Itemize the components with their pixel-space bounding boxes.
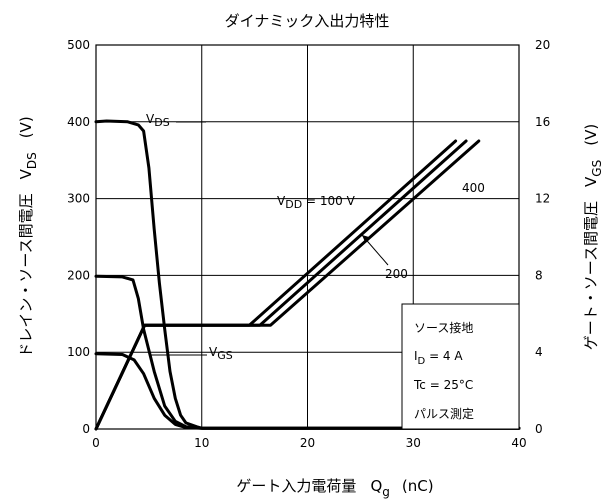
x-tick-label: 20 [300, 436, 315, 450]
conditions-id-line: ID = 4 A [414, 349, 463, 367]
vds-label: VDS [146, 112, 170, 129]
y-right-tick-label: 16 [535, 115, 550, 129]
curve-label-400: 400 [462, 181, 485, 195]
conditions-line-2: Tc = 25°C [413, 378, 473, 392]
vds-label-sub: DS [154, 116, 169, 129]
y-left-tick-label: 400 [67, 115, 90, 129]
y-right-axis-label-unit: (V) [582, 124, 600, 146]
y-right-tick-label: 0 [535, 422, 543, 436]
y-right-tick-label: 4 [535, 345, 543, 359]
y-right-axis-label-sub: GS [590, 160, 604, 177]
y-left-axis-label-main: ドレイン・ソース間電圧 [17, 193, 35, 357]
vgs-label-symbol: V [209, 345, 218, 359]
curve-label-200: 200 [385, 267, 408, 281]
x-axis-label-main: ゲート入力電荷量 [236, 477, 356, 495]
conditions-id-sub: D [418, 356, 426, 367]
x-tick-label: 40 [511, 436, 526, 450]
x-tick-label: 0 [92, 436, 100, 450]
vgs-label-sub: GS [217, 349, 233, 362]
conditions-box [401, 303, 520, 430]
y-right-axis-label-symbol: V [582, 176, 600, 187]
y-right-axis-label-main: ゲート・ソース間電圧 [582, 201, 600, 350]
vdd-label-rest: = 100 V [302, 194, 355, 208]
vdd-label-symbol: V [277, 194, 286, 208]
vdd-label: VDD = 100 V [277, 194, 356, 211]
chart-title: ダイナミック入出力特性 [225, 12, 390, 30]
vgs-label: VGS [209, 345, 233, 362]
conditions-line-1: ソース接地 [414, 320, 473, 335]
leader-200-arrowhead [362, 235, 369, 242]
series-vds-400 [94, 119, 521, 430]
x-tick-label: 30 [406, 436, 421, 450]
conditions-line-3: パルス測定 [414, 406, 474, 421]
series-group [94, 119, 521, 431]
y-right-tick-label: 12 [535, 192, 550, 206]
y-left-tick-label: 300 [67, 192, 90, 206]
conditions-id-rest: = 4 A [425, 349, 463, 363]
series-vgs-400 [94, 139, 481, 431]
y-right-tick-label: 8 [535, 268, 543, 282]
x-axis-label-sub: g [382, 485, 390, 499]
x-axis-label-symbol: Q [370, 477, 382, 495]
x-axis-label-unit: (nC) [402, 477, 434, 495]
y-left-axis-label: ドレイン・ソース間電圧 VDS (V) [17, 116, 39, 357]
y-left-tick-label: 100 [67, 345, 90, 359]
x-axis-label: ゲート入力電荷量 Qg (nC) [236, 477, 433, 499]
y-right-axis-label: ゲート・ソース間電圧 VGS (V) [582, 124, 604, 350]
y-right-tick-label: 20 [535, 38, 550, 52]
y-left-axis-label-sub: DS [25, 152, 39, 169]
vdd-label-sub: DD [285, 198, 302, 211]
y-left-tick-label: 0 [82, 422, 90, 436]
y-left-tick-label: 200 [67, 268, 90, 282]
vds-label-symbol: V [146, 112, 155, 126]
y-left-tick-label: 500 [67, 38, 90, 52]
x-tick-label: 10 [194, 436, 209, 450]
y-left-axis-label-symbol: V [17, 168, 35, 179]
y-left-axis-label-unit: (V) [17, 116, 35, 138]
conditions-id-symbol: I [414, 349, 418, 363]
